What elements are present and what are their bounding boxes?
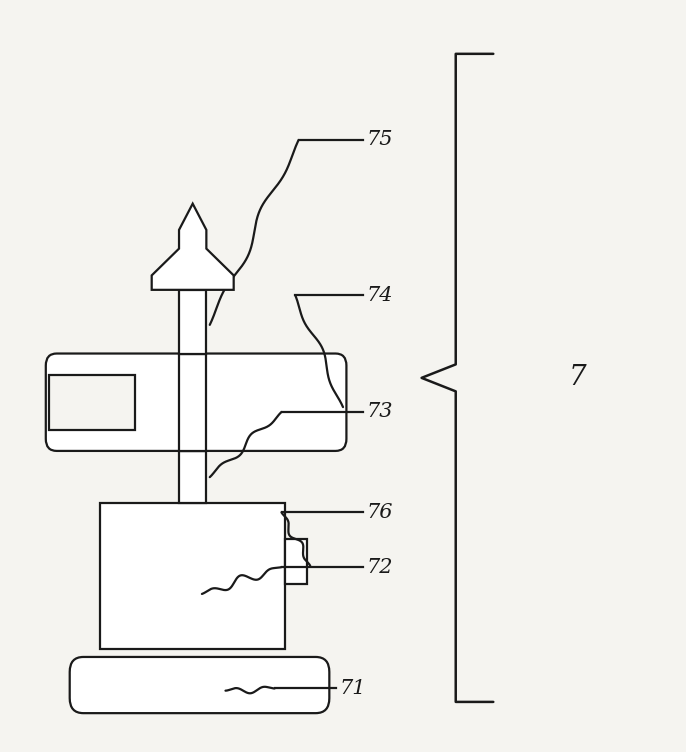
FancyBboxPatch shape	[70, 657, 329, 713]
Bar	[179, 353, 206, 451]
Bar	[49, 374, 134, 430]
Bar	[179, 451, 206, 503]
Text: 72: 72	[367, 557, 393, 577]
Text: 7: 7	[569, 365, 586, 391]
Text: 71: 71	[340, 679, 366, 698]
FancyBboxPatch shape	[46, 353, 346, 451]
Text: 74: 74	[367, 286, 393, 305]
Bar	[179, 290, 206, 353]
Text: 76: 76	[367, 503, 393, 522]
Bar	[285, 538, 307, 584]
Polygon shape	[152, 204, 234, 290]
Text: 73: 73	[367, 402, 393, 421]
Bar	[100, 503, 285, 650]
Text: 75: 75	[367, 131, 393, 150]
